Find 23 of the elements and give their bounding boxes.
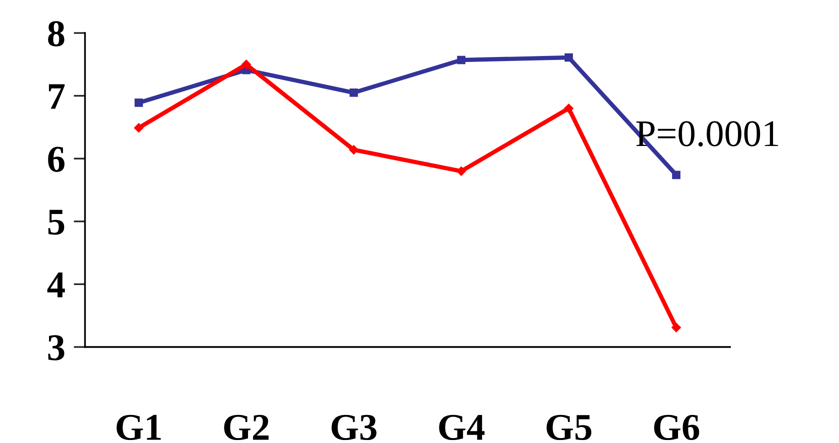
y-tick-label: 4 xyxy=(47,272,65,298)
point xyxy=(672,170,680,180)
point xyxy=(564,53,573,62)
point xyxy=(456,166,466,176)
y-tick-label: 8 xyxy=(48,21,64,46)
x-tick-label: G1 xyxy=(116,414,161,440)
point xyxy=(350,88,358,97)
y-tick-label: 5 xyxy=(48,210,64,235)
point xyxy=(457,56,466,64)
x-tick-label: G2 xyxy=(224,414,269,440)
y-tick-label: 7 xyxy=(48,84,65,109)
x-tick-label: G6 xyxy=(654,414,700,440)
point xyxy=(134,122,144,133)
point xyxy=(241,59,252,70)
point xyxy=(348,144,359,155)
y-tick-label: 6 xyxy=(48,146,64,172)
x-tick-label: G5 xyxy=(546,414,592,440)
point xyxy=(134,98,143,107)
x-tick-label: G3 xyxy=(332,414,376,440)
y-tick-label: 3 xyxy=(48,335,64,360)
point xyxy=(671,322,682,332)
x-tick-label: G4 xyxy=(439,414,485,440)
point xyxy=(564,103,574,114)
